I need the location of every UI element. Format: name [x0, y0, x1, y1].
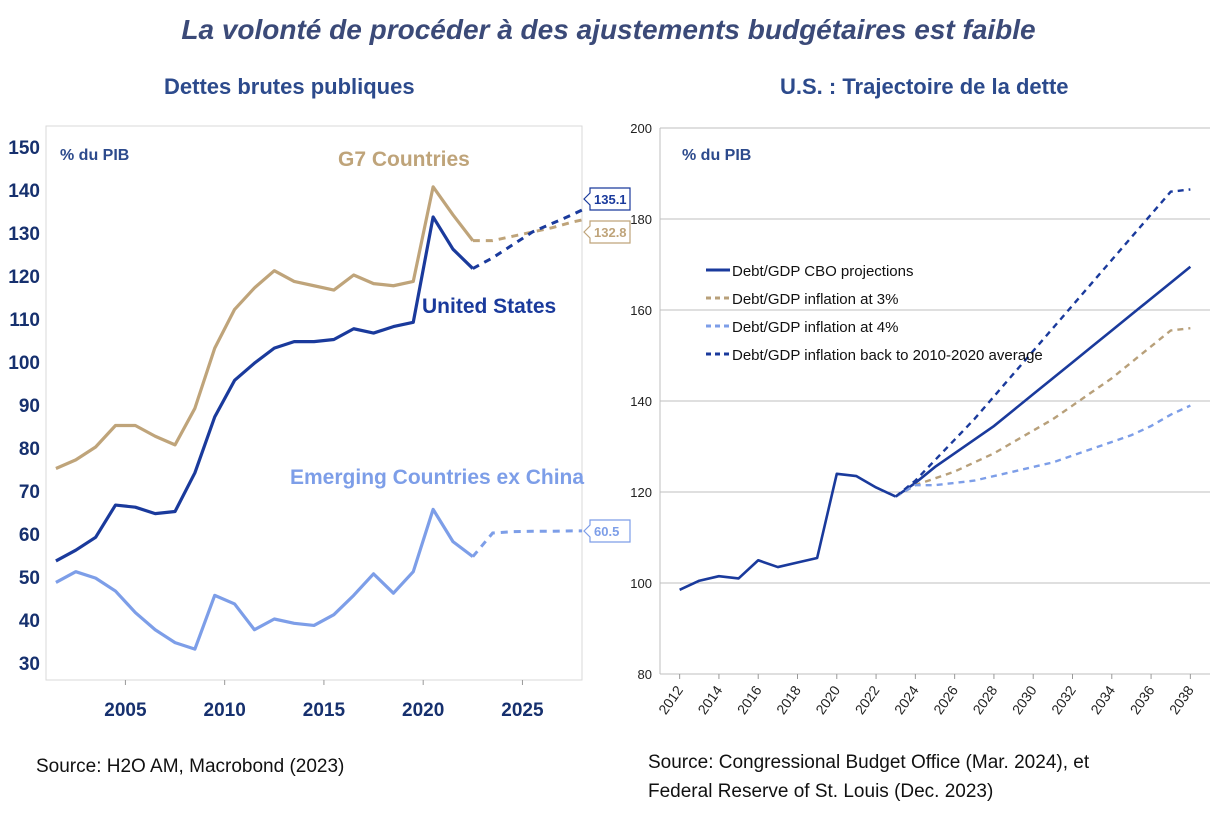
x-tick-label: 2016	[734, 682, 765, 717]
x-tick-label: 2022	[852, 682, 883, 717]
y-tick-label: 90	[19, 396, 40, 417]
y-tick-label: 80	[638, 667, 652, 682]
y-tick-label: 100	[630, 576, 652, 591]
y-tick-label: 200	[630, 121, 652, 136]
x-tick-label: 2010	[204, 700, 246, 721]
left-chart: 30 40 50 60 70 80 90 100 110 120 130 140 150 2005 2010…	[8, 125, 631, 721]
cbo-series-line	[894, 265, 1192, 498]
us-series-line	[55, 215, 474, 563]
right-source-line1: Source: Congressional Budget Office (Mar…	[648, 752, 1090, 773]
emerging-end-value-label-box	[583, 519, 631, 543]
x-tick-label: 2012	[655, 682, 686, 717]
y-tick-label: 100	[8, 353, 40, 374]
y-tick-label: 70	[19, 482, 40, 503]
x-tick-label: 2032	[1048, 682, 1079, 717]
g7-series-label: G7 Countries	[338, 148, 470, 171]
y-tick-label: 120	[630, 485, 652, 500]
right-unit-label: % du PIB	[682, 147, 751, 164]
inflation-4-series-line	[895, 404, 1191, 498]
y-tick-label: 120	[8, 267, 40, 288]
y-tick-label: 140	[8, 181, 40, 202]
g7-end-value-label: 132.8	[594, 225, 627, 240]
emerging-series-line	[55, 507, 474, 651]
left-unit-label: % du PIB	[60, 147, 129, 164]
x-tick-label: 2015	[303, 700, 346, 721]
inflation-avg-series-line	[894, 188, 1191, 498]
y-tick-label: 50	[19, 568, 40, 589]
g7-projection-line	[472, 218, 583, 243]
x-tick-label: 2038	[1166, 682, 1197, 717]
legend-label-cbo: Debt/GDP CBO projections	[732, 263, 913, 280]
g7-end-value-label-box	[583, 220, 631, 244]
y-tick-label: 140	[630, 394, 652, 409]
legend-label-inflation-avg: Debt/GDP inflation back to 2010-2020 ave…	[732, 347, 1043, 364]
y-tick-label: 60	[19, 525, 40, 546]
x-tick-label: 2020	[812, 682, 843, 717]
emerging-projection-line	[471, 529, 582, 558]
us-projection-line	[472, 208, 583, 270]
us-series-label: United States	[422, 295, 556, 318]
us-end-value-label: 135.1	[594, 192, 627, 207]
y-tick-label: 30	[19, 654, 40, 675]
page-title: La volonté de procéder à des ajustements…	[181, 14, 1036, 45]
y-tick-label: 110	[9, 310, 40, 331]
x-tick-label: 2025	[501, 700, 544, 721]
y-tick-label: 150	[8, 138, 40, 159]
x-tick-label: 2030	[1009, 682, 1040, 717]
emerging-series-label: Emerging Countries ex China	[290, 466, 584, 489]
legend-label-inflation-3: Debt/GDP inflation at 3%	[732, 291, 898, 308]
emerging-end-value-label: 60.5	[594, 524, 619, 539]
y-tick-label: 180	[630, 212, 652, 227]
left-chart-title: Dettes brutes publiques	[164, 74, 415, 99]
y-tick-label: 130	[8, 224, 40, 245]
x-tick-label: 2034	[1087, 682, 1118, 717]
right-chart-title: U.S. : Trajectoire de la dette	[780, 74, 1069, 99]
x-tick-label: 2018	[773, 682, 804, 717]
x-tick-label: 2026	[930, 682, 961, 717]
y-tick-label: 80	[19, 439, 40, 460]
x-tick-label: 2005	[104, 700, 147, 721]
x-tick-label: 2024	[891, 682, 922, 717]
x-tick-label: 2036	[1127, 682, 1158, 717]
y-tick-label: 40	[19, 611, 40, 632]
x-tick-label: 2014	[694, 682, 725, 717]
left-source: Source: H2O AM, Macrobond (2023)	[36, 756, 345, 777]
right-source-line2: Federal Reserve of St. Louis (Dec. 2023)	[648, 781, 994, 802]
history-line	[679, 472, 897, 592]
legend-label-inflation-4: Debt/GDP inflation at 4%	[732, 319, 898, 336]
x-tick-label: 2028	[969, 682, 1000, 717]
g7-series-line	[55, 185, 475, 470]
us-end-value-label-box	[583, 187, 631, 211]
left-plot-area	[45, 125, 583, 681]
right-chart: 80 100 120 140 160 180 200 2012 2014 2016 2018 2020…	[630, 121, 1210, 717]
y-tick-label: 160	[630, 303, 652, 318]
x-tick-label: 2020	[402, 700, 444, 721]
